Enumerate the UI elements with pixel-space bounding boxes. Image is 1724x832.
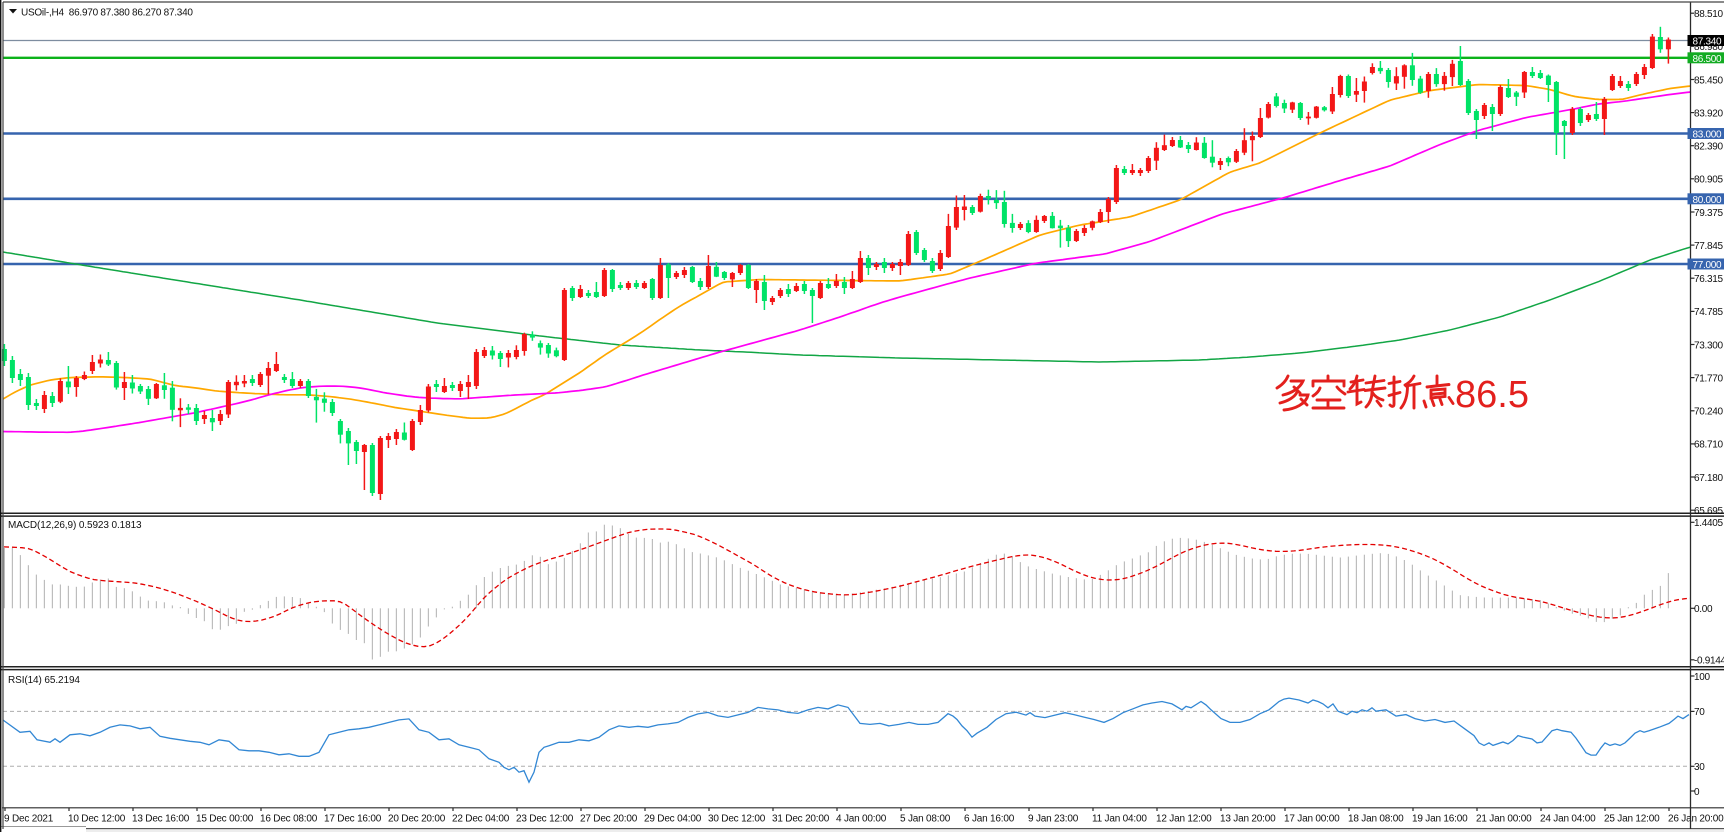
svg-text:USOil-,H4 86.970 87.380 86.27: USOil-,H4 86.970 87.380 86.270 87.340 bbox=[21, 8, 193, 19]
svg-text:77.845: 77.845 bbox=[1694, 241, 1724, 252]
svg-text:74.785: 74.785 bbox=[1694, 307, 1724, 318]
svg-text:9 Dec 2021: 9 Dec 2021 bbox=[4, 814, 54, 825]
svg-text:100: 100 bbox=[1694, 672, 1711, 683]
svg-text:17 Jan 00:00: 17 Jan 00:00 bbox=[1284, 814, 1340, 825]
svg-text:22 Dec 04:00: 22 Dec 04:00 bbox=[452, 814, 510, 825]
svg-text:13 Dec 16:00: 13 Dec 16:00 bbox=[132, 814, 190, 825]
svg-text:85.450: 85.450 bbox=[1694, 75, 1724, 86]
svg-text:70: 70 bbox=[1694, 707, 1705, 718]
svg-text:25 Jan 12:00: 25 Jan 12:00 bbox=[1604, 814, 1660, 825]
svg-text:87.340: 87.340 bbox=[1693, 37, 1723, 48]
svg-text:23 Dec 12:00: 23 Dec 12:00 bbox=[516, 814, 574, 825]
svg-text:30: 30 bbox=[1694, 762, 1705, 773]
svg-text:6 Jan 16:00: 6 Jan 16:00 bbox=[964, 814, 1015, 825]
svg-text:86.980: 86.980 bbox=[1694, 42, 1724, 53]
svg-text:67.180: 67.180 bbox=[1694, 473, 1724, 484]
svg-text:27 Dec 20:00: 27 Dec 20:00 bbox=[580, 814, 638, 825]
svg-text:19 Jan 16:00: 19 Jan 16:00 bbox=[1412, 814, 1468, 825]
svg-text:86.500: 86.500 bbox=[1693, 54, 1723, 65]
svg-text:79.375: 79.375 bbox=[1694, 208, 1724, 219]
svg-text:20 Dec 20:00: 20 Dec 20:00 bbox=[388, 814, 446, 825]
svg-text:83.920: 83.920 bbox=[1694, 108, 1724, 119]
svg-text:30 Dec 12:00: 30 Dec 12:00 bbox=[708, 814, 766, 825]
svg-text:71.770: 71.770 bbox=[1694, 373, 1724, 384]
svg-text:13 Jan 20:00: 13 Jan 20:00 bbox=[1220, 814, 1276, 825]
svg-text:24 Jan 04:00: 24 Jan 04:00 bbox=[1540, 814, 1596, 825]
svg-text:88.510: 88.510 bbox=[1694, 9, 1724, 20]
svg-text:RSI(14) 65.2194: RSI(14) 65.2194 bbox=[8, 675, 80, 686]
svg-text:80.905: 80.905 bbox=[1694, 175, 1724, 186]
svg-text:5 Jan 08:00: 5 Jan 08:00 bbox=[900, 814, 951, 825]
svg-text:68.710: 68.710 bbox=[1694, 440, 1724, 451]
svg-text:16 Dec 08:00: 16 Dec 08:00 bbox=[260, 814, 318, 825]
svg-text:86.5: 86.5 bbox=[1455, 374, 1529, 416]
svg-text:10 Dec 12:00: 10 Dec 12:00 bbox=[68, 814, 126, 825]
svg-text:80.000: 80.000 bbox=[1693, 195, 1723, 206]
svg-text:15 Dec 00:00: 15 Dec 00:00 bbox=[196, 814, 254, 825]
svg-text:26 Jan 20:00: 26 Jan 20:00 bbox=[1668, 814, 1724, 825]
svg-text:18 Jan 08:00: 18 Jan 08:00 bbox=[1348, 814, 1404, 825]
svg-text:1.4405: 1.4405 bbox=[1694, 518, 1724, 529]
svg-text:9 Jan 23:00: 9 Jan 23:00 bbox=[1028, 814, 1079, 825]
svg-text:82.390: 82.390 bbox=[1694, 142, 1724, 153]
svg-text:12 Jan 12:00: 12 Jan 12:00 bbox=[1156, 814, 1212, 825]
svg-text:76.315: 76.315 bbox=[1694, 274, 1724, 285]
svg-text:-0.9144: -0.9144 bbox=[1694, 656, 1724, 667]
svg-text:0.00: 0.00 bbox=[1694, 604, 1713, 615]
svg-text:65.695: 65.695 bbox=[1694, 506, 1724, 517]
svg-text:MACD(12,26,9) 0.5923 0.1813: MACD(12,26,9) 0.5923 0.1813 bbox=[8, 520, 142, 531]
svg-text:21 Jan 00:00: 21 Jan 00:00 bbox=[1476, 814, 1532, 825]
svg-text:17 Dec 16:00: 17 Dec 16:00 bbox=[324, 814, 382, 825]
svg-text:31 Dec 20:00: 31 Dec 20:00 bbox=[772, 814, 830, 825]
svg-text:0: 0 bbox=[1694, 787, 1700, 798]
svg-text:70.240: 70.240 bbox=[1694, 407, 1724, 418]
svg-text:83.000: 83.000 bbox=[1693, 130, 1723, 141]
svg-text:77.000: 77.000 bbox=[1693, 260, 1723, 271]
svg-text:11 Jan 04:00: 11 Jan 04:00 bbox=[1092, 814, 1147, 825]
svg-text:4 Jan 00:00: 4 Jan 00:00 bbox=[836, 814, 887, 825]
svg-text:73.300: 73.300 bbox=[1694, 340, 1724, 351]
svg-text:29 Dec 04:00: 29 Dec 04:00 bbox=[644, 814, 702, 825]
